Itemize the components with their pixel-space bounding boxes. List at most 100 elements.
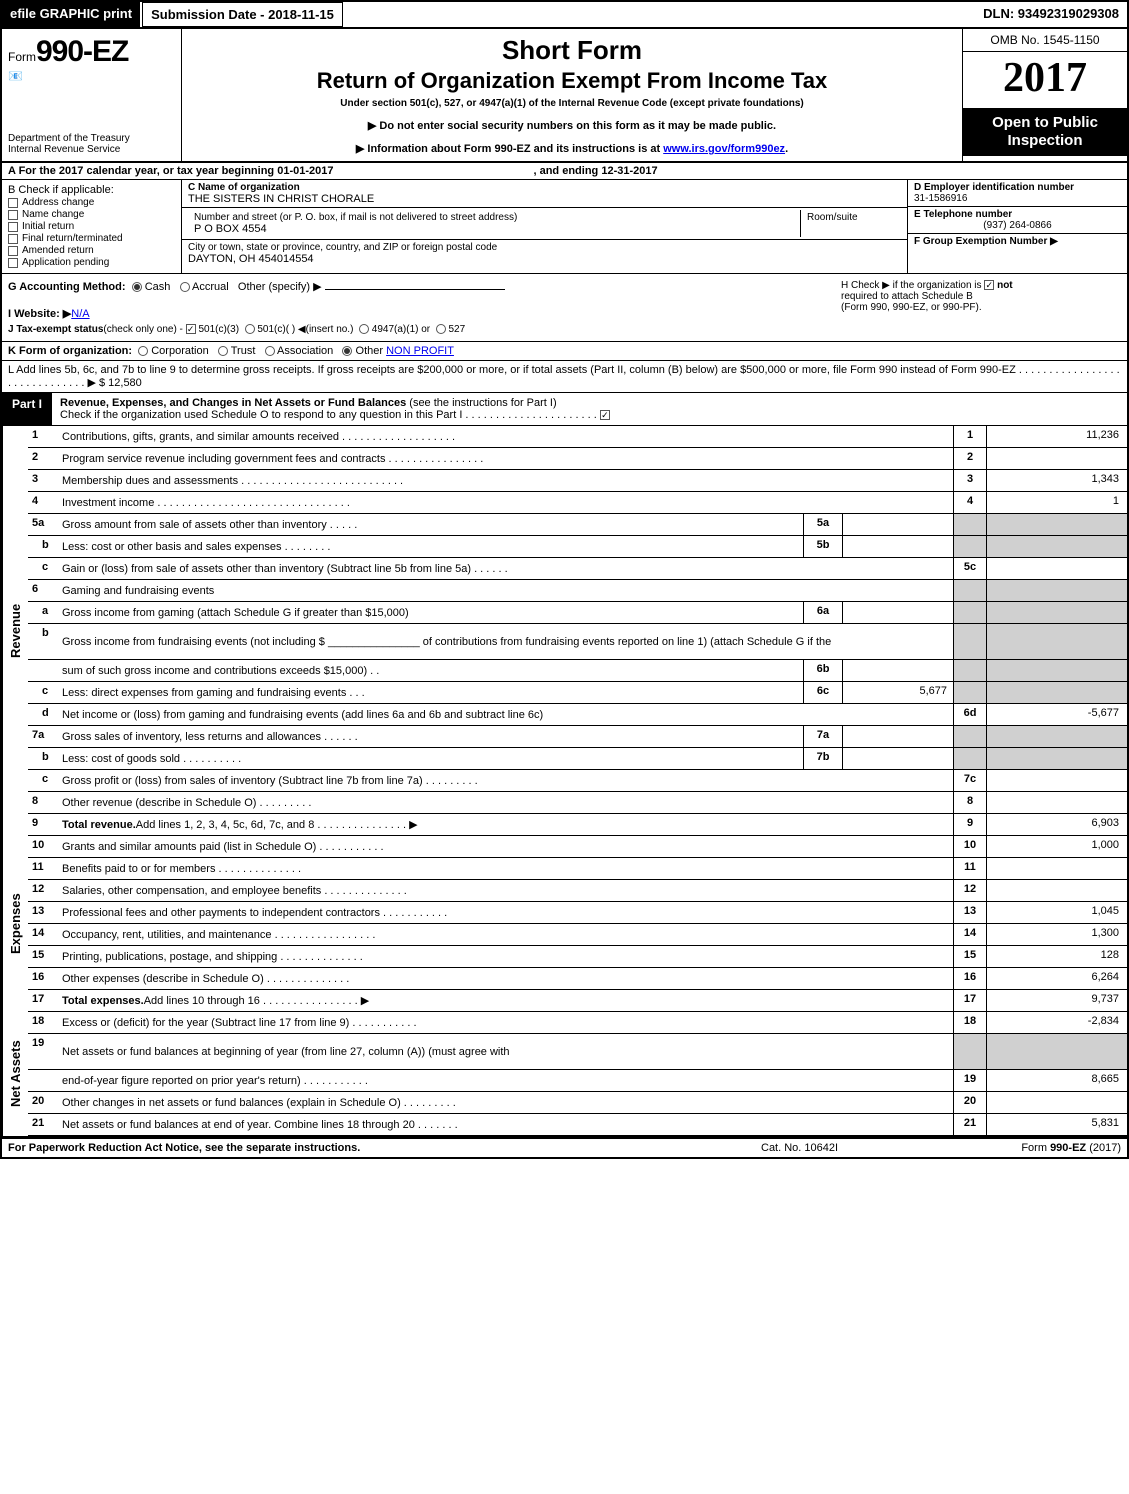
row-description: Benefits paid to or for members . . . . … bbox=[58, 858, 953, 879]
right-line-number: 14 bbox=[953, 924, 987, 945]
right-value bbox=[987, 624, 1127, 659]
org-name: THE SISTERS IN CHRIST CHORALE bbox=[188, 193, 901, 205]
right-value bbox=[987, 726, 1127, 747]
right-line-number: 21 bbox=[953, 1114, 987, 1135]
part-i-tag: Part I bbox=[2, 393, 52, 425]
i-label: I Website: ▶ bbox=[8, 308, 71, 320]
table-row: 2Program service revenue including gover… bbox=[28, 448, 1127, 470]
row-description: Program service revenue including govern… bbox=[58, 448, 953, 469]
chk-initial-return[interactable] bbox=[8, 222, 18, 232]
row-number: 1 bbox=[28, 426, 58, 447]
chk-final-return[interactable] bbox=[8, 234, 18, 244]
right-line-number: 12 bbox=[953, 880, 987, 901]
table-row: 5aGross amount from sale of assets other… bbox=[28, 514, 1127, 536]
table-row: 14Occupancy, rent, utilities, and mainte… bbox=[28, 924, 1127, 946]
right-line-number: 10 bbox=[953, 836, 987, 857]
radio-501c[interactable] bbox=[245, 324, 255, 334]
radio-accrual[interactable] bbox=[180, 282, 190, 292]
row-description: Contributions, gifts, grants, and simila… bbox=[58, 426, 953, 447]
irs-link[interactable]: www.irs.gov/form990ez bbox=[663, 143, 785, 155]
row-number: 16 bbox=[28, 968, 58, 989]
efile-icon: 📧 bbox=[8, 69, 175, 83]
footer-cat-no: Cat. No. 10642I bbox=[761, 1142, 961, 1154]
radio-assoc[interactable] bbox=[265, 346, 275, 356]
title-return: Return of Organization Exempt From Incom… bbox=[192, 68, 952, 94]
row-description: Gross sales of inventory, less returns a… bbox=[58, 726, 803, 747]
warning-info: ▶ Information about Form 990-EZ and its … bbox=[192, 142, 952, 155]
ein-value: 31-1586916 bbox=[914, 193, 1121, 204]
radio-527[interactable] bbox=[436, 324, 446, 334]
row-description: Investment income . . . . . . . . . . . … bbox=[58, 492, 953, 513]
right-value bbox=[987, 1092, 1127, 1113]
table-row: 9Total revenue. Add lines 1, 2, 3, 4, 5c… bbox=[28, 814, 1127, 836]
mid-value bbox=[843, 726, 953, 747]
table-row: sum of such gross income and contributio… bbox=[28, 660, 1127, 682]
right-line-number bbox=[953, 1034, 987, 1069]
row-description: Less: cost of goods sold . . . . . . . .… bbox=[58, 748, 803, 769]
row-number: 15 bbox=[28, 946, 58, 967]
row-description: Other revenue (describe in Schedule O) .… bbox=[58, 792, 953, 813]
table-row: 10Grants and similar amounts paid (list … bbox=[28, 836, 1127, 858]
right-value bbox=[987, 536, 1127, 557]
row-number: 17 bbox=[28, 990, 58, 1011]
right-line-number bbox=[953, 624, 987, 659]
chk-schedule-o[interactable] bbox=[600, 410, 610, 420]
row-description: Professional fees and other payments to … bbox=[58, 902, 953, 923]
table-row: 6Gaming and fundraising events bbox=[28, 580, 1127, 602]
chk-h[interactable] bbox=[984, 280, 994, 290]
right-line-number bbox=[953, 602, 987, 623]
row-number: 10 bbox=[28, 836, 58, 857]
right-value: 8,665 bbox=[987, 1070, 1127, 1091]
table-row: bLess: cost of goods sold . . . . . . . … bbox=[28, 748, 1127, 770]
efile-print-button[interactable]: efile GRAPHIC print bbox=[2, 2, 140, 27]
h-schedule-b: required to attach Schedule B bbox=[841, 291, 1121, 302]
row-number: 11 bbox=[28, 858, 58, 879]
row-number: 21 bbox=[28, 1114, 58, 1135]
row-description: Printing, publications, postage, and shi… bbox=[58, 946, 953, 967]
row-number: 19 bbox=[28, 1034, 58, 1069]
submission-date: Submission Date - 2018-11-15 bbox=[142, 2, 343, 27]
footer-paperwork: For Paperwork Reduction Act Notice, see … bbox=[8, 1142, 761, 1154]
right-line-number bbox=[953, 514, 987, 535]
right-value: 6,264 bbox=[987, 968, 1127, 989]
revenue-side-label: Revenue bbox=[2, 426, 28, 836]
box-e-label: E Telephone number bbox=[914, 209, 1012, 220]
table-row: 1Contributions, gifts, grants, and simil… bbox=[28, 426, 1127, 448]
row-description: Net assets or fund balances at end of ye… bbox=[58, 1114, 953, 1135]
radio-4947[interactable] bbox=[359, 324, 369, 334]
radio-cash[interactable] bbox=[132, 282, 142, 292]
right-line-number: 4 bbox=[953, 492, 987, 513]
row-number: b bbox=[28, 536, 58, 557]
right-value bbox=[987, 602, 1127, 623]
chk-501c3[interactable] bbox=[186, 324, 196, 334]
radio-other-org[interactable] bbox=[342, 346, 352, 356]
chk-name-change[interactable] bbox=[8, 210, 18, 220]
chk-address-change[interactable] bbox=[8, 198, 18, 208]
right-value bbox=[987, 1034, 1127, 1069]
row-number: 8 bbox=[28, 792, 58, 813]
right-line-number bbox=[953, 748, 987, 769]
right-value: 1,343 bbox=[987, 470, 1127, 491]
form-header: Form990-EZ 📧 Department of the Treasury … bbox=[0, 27, 1129, 163]
right-line-number bbox=[953, 660, 987, 681]
right-value bbox=[987, 880, 1127, 901]
row-number: 3 bbox=[28, 470, 58, 491]
website-value[interactable]: N/A bbox=[71, 308, 89, 320]
chk-amended-return[interactable] bbox=[8, 246, 18, 256]
radio-trust[interactable] bbox=[218, 346, 228, 356]
line-k: K Form of organization: Corporation Trus… bbox=[0, 342, 1129, 361]
page-footer: For Paperwork Reduction Act Notice, see … bbox=[0, 1138, 1129, 1159]
chk-application-pending[interactable] bbox=[8, 258, 18, 268]
h-check-text: H Check ▶ if the organization is not bbox=[841, 280, 1121, 291]
row-number: 13 bbox=[28, 902, 58, 923]
right-value bbox=[987, 514, 1127, 535]
table-row: bLess: cost or other basis and sales exp… bbox=[28, 536, 1127, 558]
row-number bbox=[28, 1070, 58, 1091]
table-row: 21Net assets or fund balances at end of … bbox=[28, 1114, 1127, 1136]
right-line-number bbox=[953, 580, 987, 601]
right-value bbox=[987, 792, 1127, 813]
right-line-number: 6d bbox=[953, 704, 987, 725]
radio-corp[interactable] bbox=[138, 346, 148, 356]
mid-line-number: 7a bbox=[803, 726, 843, 747]
mid-line-number: 5b bbox=[803, 536, 843, 557]
